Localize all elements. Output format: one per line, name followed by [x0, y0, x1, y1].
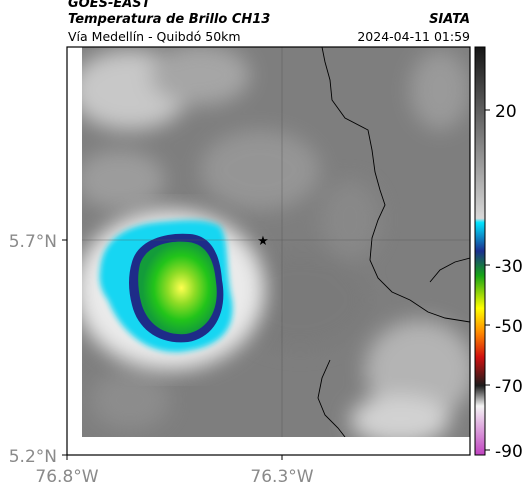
- boundary-line: [321, 47, 470, 323]
- org-label: SIATA: [429, 12, 470, 27]
- product-title: Temperatura de Brillo CH13: [68, 12, 271, 27]
- lat-tick-label: 5.2°N: [9, 447, 57, 467]
- map-border: [66, 46, 471, 456]
- colorbar-tick-label: -50: [495, 317, 523, 337]
- satellite-image: [82, 47, 470, 437]
- colorbar: [474, 46, 486, 456]
- star-marker: ★: [257, 234, 269, 249]
- lon-tick-label: 76.8°W: [35, 467, 98, 487]
- region-subtitle: Vía Medellín - Quibdó 50km: [68, 29, 241, 44]
- lon-tick-label: 76.3°W: [250, 467, 313, 487]
- colorbar-tick-label: -90: [495, 442, 523, 462]
- colorbar-tick-label: -30: [495, 257, 523, 277]
- colorbar-tick-label: 20: [495, 102, 517, 122]
- satellite-label: GOES-EAST: [68, 0, 151, 11]
- lat-tick-label: 5.7°N: [9, 232, 57, 252]
- timestamp: 2024-04-11 01:59: [357, 29, 470, 44]
- colorbar-tick-label: -70: [495, 377, 523, 397]
